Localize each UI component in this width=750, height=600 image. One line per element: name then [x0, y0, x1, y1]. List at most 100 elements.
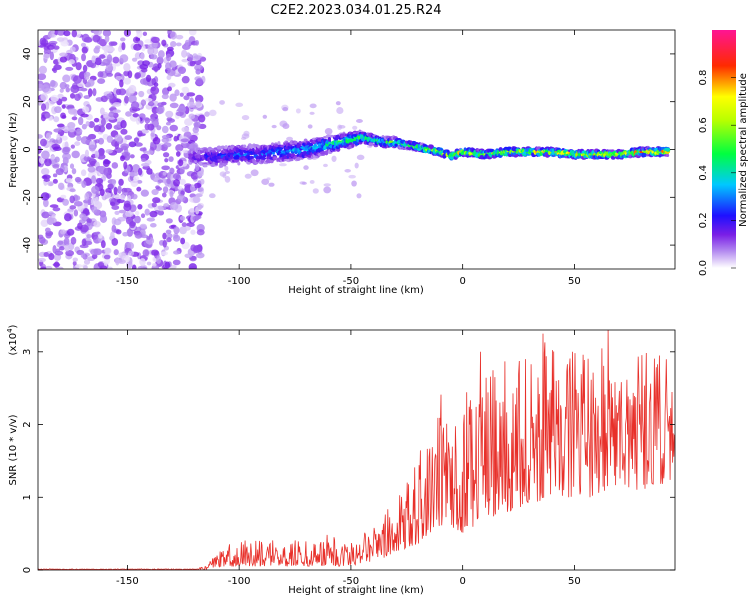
noise-blob [282, 107, 289, 112]
noise-blob [87, 88, 93, 97]
noise-blob [181, 222, 187, 227]
snr-scale-exponent: 4 [6, 328, 14, 333]
noise-blob [94, 45, 101, 50]
noise-blob [173, 226, 180, 235]
noise-blob [97, 71, 104, 78]
noise-blob [181, 225, 191, 231]
noise-blob [131, 193, 138, 200]
noise-blob [133, 43, 142, 51]
noise-blob [86, 234, 92, 239]
noise-blob [151, 202, 157, 208]
x-tick-label: 50 [568, 276, 581, 287]
noise-blob [71, 150, 80, 159]
ridge-blob [217, 158, 223, 162]
noise-blob [157, 102, 164, 108]
noise-blob [131, 264, 137, 269]
ridge-blob [295, 157, 301, 161]
noise-blob [50, 155, 56, 160]
noise-blob [175, 42, 182, 47]
noise-blob [53, 59, 59, 65]
ridge-blob [368, 142, 373, 147]
noise-blob [52, 173, 58, 178]
y-tick-label: 3 [22, 349, 33, 355]
noise-blob [47, 181, 54, 187]
noise-blob [146, 217, 156, 222]
noise-blob [184, 118, 193, 126]
noise-blob [142, 31, 148, 37]
noise-blob [141, 157, 147, 162]
noise-blob [111, 237, 119, 246]
noise-blob [166, 233, 173, 239]
noise-blob [156, 255, 162, 265]
x-tick-label: -50 [343, 276, 359, 287]
noise-blob [83, 265, 88, 269]
noise-blob [56, 123, 65, 128]
noise-blob [110, 201, 116, 207]
noise-blob [118, 252, 127, 259]
spectrogram-xlabel: Height of straight line (km) [288, 285, 424, 296]
noise-blob [138, 90, 145, 98]
noise-blob [241, 133, 250, 139]
noise-blob [43, 252, 49, 258]
noise-blob [250, 169, 259, 177]
noise-blob [89, 160, 97, 167]
noise-blob [123, 161, 128, 170]
noise-blob [80, 253, 86, 259]
noise-blob [175, 144, 184, 152]
noise-blob [55, 248, 61, 253]
noise-blob [224, 165, 229, 172]
noise-blob [105, 122, 113, 130]
noise-blob [45, 132, 52, 140]
ridge-blob [203, 164, 208, 168]
noise-blob [115, 257, 120, 266]
noise-blob [74, 93, 81, 101]
noise-blob [69, 188, 76, 193]
colorbar-ticks: 0.0 0.2 0.4 0.6 0.8 [698, 70, 736, 276]
noise-blob [190, 229, 196, 235]
noise-blob [186, 101, 196, 108]
noise-blob [94, 196, 99, 206]
noise-blob [40, 167, 50, 176]
noise-blob [137, 130, 143, 137]
noise-blob [169, 93, 177, 102]
noise-blob [135, 30, 141, 34]
noise-blob [120, 37, 126, 42]
spectrogram-panel: -150 -100 -50 0 50 -40 -20 0 20 40 Height of stra… [8, 29, 676, 296]
noise-blob [38, 236, 46, 244]
noise-blob [179, 166, 185, 175]
noise-blob [182, 149, 189, 154]
ridge-blob [327, 137, 332, 142]
noise-blob [61, 114, 67, 119]
y-tick-label: 20 [22, 95, 33, 108]
noise-blob [268, 182, 275, 187]
snr-xlabel: Height of straight line (km) [288, 585, 424, 596]
noise-blob [152, 197, 161, 204]
noise-blob [42, 198, 49, 208]
noise-blob [323, 163, 328, 168]
noise-blob [179, 178, 186, 185]
noise-blob [134, 215, 141, 224]
noise-blob [99, 107, 105, 115]
noise-blob [279, 163, 287, 167]
noise-blob [56, 37, 65, 42]
noise-blob [39, 37, 47, 46]
noise-blob [266, 177, 271, 181]
noise-blob [150, 86, 160, 95]
noise-blob [144, 123, 150, 131]
noise-blob [166, 178, 171, 185]
noise-blob [92, 34, 101, 43]
noise-blob [72, 260, 77, 266]
noise-blob [111, 179, 117, 185]
noise-blob [130, 101, 140, 110]
noise-blob [65, 249, 75, 257]
noise-blob [61, 96, 68, 102]
noise-blob [72, 75, 82, 84]
noise-blob [180, 237, 186, 245]
noise-blob [309, 111, 315, 115]
colorbar-tick-label: 0.6 [698, 117, 709, 133]
snr-frame [37, 329, 676, 571]
noise-blob [84, 74, 90, 80]
noise-blob [69, 205, 77, 210]
noise-blob [55, 168, 64, 176]
noise-blob [344, 169, 351, 173]
